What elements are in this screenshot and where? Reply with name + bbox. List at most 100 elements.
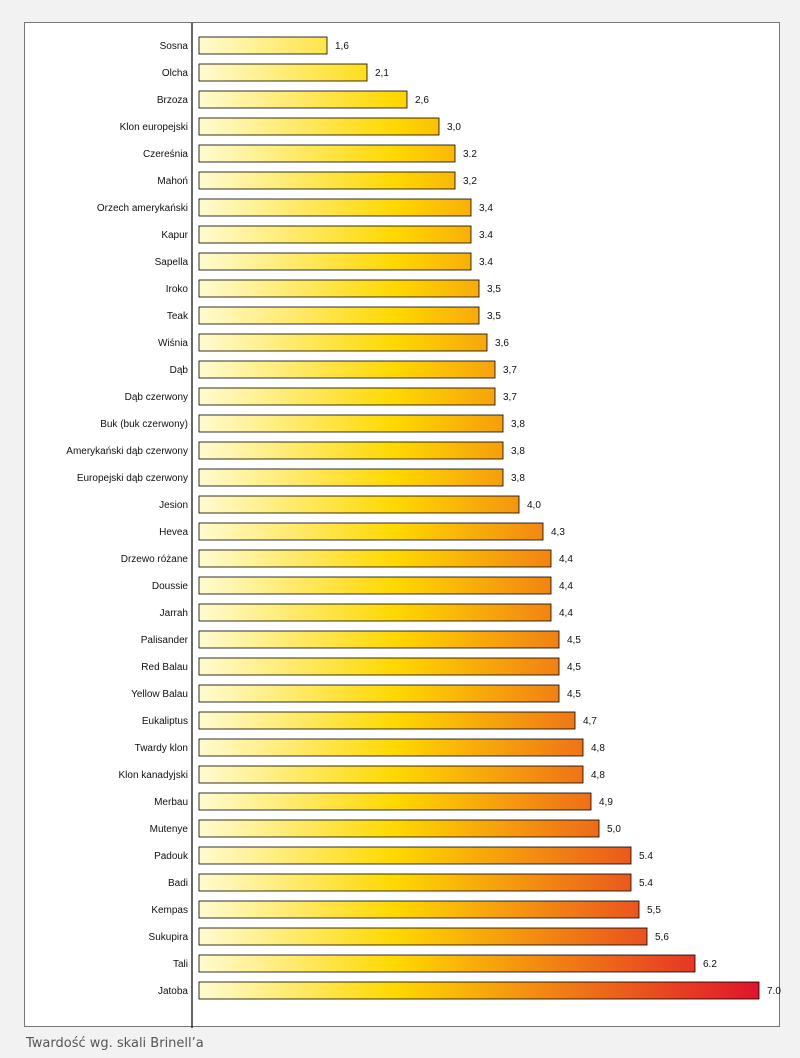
value-label: 4,5	[567, 662, 581, 673]
bar	[198, 630, 560, 649]
bar	[198, 90, 408, 109]
bar	[198, 900, 640, 919]
bar	[198, 657, 560, 676]
category-label: Czereśnia	[143, 149, 188, 160]
category-label: Buk (buk czerwony)	[100, 419, 188, 430]
category-label: Olcha	[162, 68, 189, 79]
bar	[198, 684, 560, 703]
bars-group	[198, 36, 760, 1000]
bar	[198, 522, 544, 541]
category-label: Amerykański dąb czerwony	[66, 446, 188, 457]
bar	[198, 36, 328, 55]
bar	[198, 846, 632, 865]
value-label: 4,9	[599, 797, 613, 808]
category-label: Sapella	[155, 257, 189, 268]
bar	[198, 495, 520, 514]
category-label: Teak	[167, 311, 189, 322]
category-label: Eukaliptus	[142, 716, 188, 727]
value-labels: 1,6 2,1 2,6 3,0 3.2 3,2 3,4 3.4 3.4 3,5 3,5 3,6 3,7 3…	[335, 41, 781, 997]
bar	[198, 981, 760, 1000]
category-label: Jarrah	[160, 608, 188, 619]
category-label: Merbau	[154, 797, 188, 808]
category-label: Dąb	[170, 365, 189, 376]
value-label: 3,0	[447, 122, 461, 133]
value-label: 1,6	[335, 41, 349, 52]
category-label: Dąb czerwony	[125, 392, 188, 403]
value-label: 4,3	[551, 527, 565, 538]
bar	[198, 306, 480, 325]
category-label: Orzech amerykański	[97, 203, 188, 214]
value-label: 4,7	[583, 716, 597, 727]
bar	[198, 171, 456, 190]
bar	[198, 468, 504, 487]
category-label: Badi	[168, 878, 188, 889]
value-label: 3,5	[487, 284, 501, 295]
value-label: 2,1	[375, 68, 389, 79]
bar	[198, 576, 552, 595]
bar	[198, 198, 472, 217]
value-label: 3,7	[503, 365, 517, 376]
category-label: Padouk	[154, 851, 189, 862]
bar	[198, 279, 480, 298]
bar	[198, 711, 576, 730]
bar	[198, 63, 368, 82]
bar	[198, 819, 600, 838]
value-label: 3.2	[463, 149, 477, 160]
bar	[198, 792, 592, 811]
category-label: Tali	[173, 959, 188, 970]
bar	[198, 144, 456, 163]
category-label: Jatoba	[158, 986, 188, 997]
bar	[198, 873, 632, 892]
value-label: 3,5	[487, 311, 501, 322]
value-label: 6.2	[703, 959, 717, 970]
bar	[198, 333, 488, 352]
bar	[198, 360, 496, 379]
value-label: 4,8	[591, 743, 605, 754]
category-label: Kapur	[161, 230, 188, 241]
category-label: Hevea	[159, 527, 188, 538]
value-label: 7.0	[767, 986, 781, 997]
category-labels: Sosna Olcha Brzoza Klon europejski Czereśnia…	[66, 41, 189, 997]
chart-frame: Sosna Olcha Brzoza Klon europejski Czereśnia…	[24, 22, 781, 1028]
value-label: 3,7	[503, 392, 517, 403]
bar	[198, 765, 584, 784]
category-label: Klon kanadyjski	[119, 770, 188, 781]
value-label: 5,0	[607, 824, 621, 835]
value-label: 5,5	[647, 905, 661, 916]
category-label: Doussie	[152, 581, 189, 592]
category-label: Yellow Balau	[131, 689, 188, 700]
value-label: 3.4	[479, 257, 493, 268]
category-label: Klon europejski	[120, 122, 188, 133]
value-label: 3.4	[479, 230, 493, 241]
value-label: 4,4	[559, 581, 573, 592]
category-label: Iroko	[166, 284, 189, 295]
value-label: 4,5	[567, 635, 581, 646]
value-label: 3,8	[511, 419, 525, 430]
value-label: 4,4	[559, 608, 573, 619]
value-label: 3,2	[463, 176, 477, 187]
value-label: 4,0	[527, 500, 541, 511]
value-label: 3,4	[479, 203, 493, 214]
bar	[198, 117, 440, 136]
category-label: Palisander	[141, 635, 189, 646]
bar	[198, 225, 472, 244]
bar	[198, 927, 648, 946]
value-label: 4,5	[567, 689, 581, 700]
category-label: Drzewo różane	[121, 554, 189, 565]
category-label: Mahoń	[157, 176, 188, 187]
category-label: Wiśnia	[158, 338, 188, 349]
bar	[198, 441, 504, 460]
category-label: Twardy klon	[135, 743, 188, 754]
value-label: 5.4	[639, 851, 653, 862]
category-label: Brzoza	[157, 95, 189, 106]
bar	[198, 414, 504, 433]
value-label: 5.4	[639, 878, 653, 889]
value-label: 3,6	[495, 338, 509, 349]
category-label: Sosna	[160, 41, 189, 52]
category-label: Kempas	[151, 905, 188, 916]
value-label: 4,4	[559, 554, 573, 565]
category-label: Jesion	[159, 500, 188, 511]
category-label: Europejski dąb czerwony	[77, 473, 188, 484]
category-label: Mutenye	[150, 824, 189, 835]
bar	[198, 603, 552, 622]
